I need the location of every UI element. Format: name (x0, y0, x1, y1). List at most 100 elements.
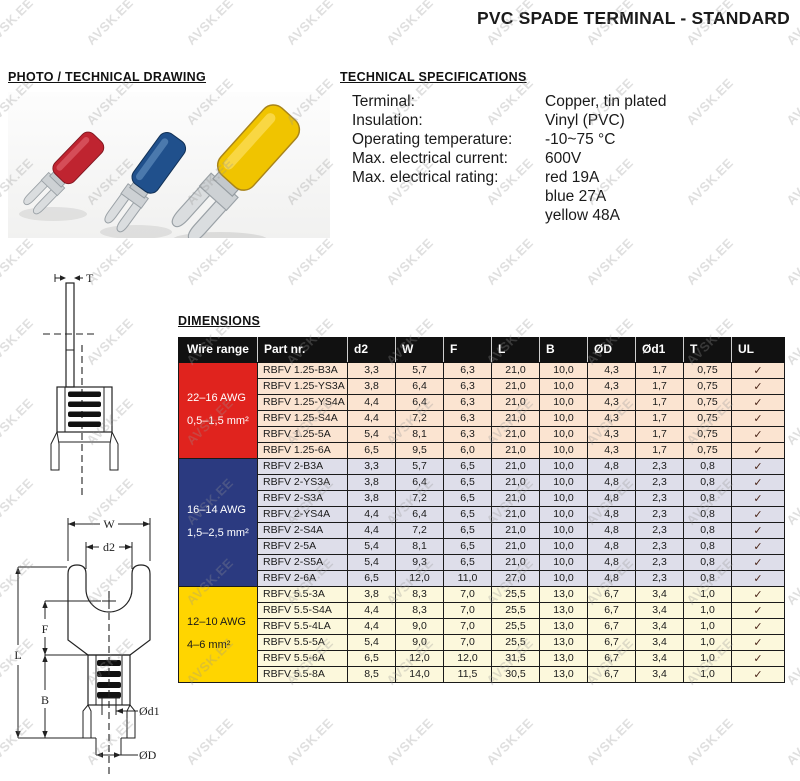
watermark: AVSK.EE (383, 715, 437, 768)
wire-range-mm2: 0,5–1,5 mm² (187, 415, 249, 427)
watermark: AVSK.EE (283, 235, 337, 288)
dimension-cell: 6,5 (443, 489, 492, 507)
dimension-cell: 10,0 (539, 377, 588, 395)
dimension-cell: 6,5 (347, 569, 396, 587)
ul-check-cell: ✓ (731, 633, 785, 651)
dimension-cell: 10,0 (539, 361, 588, 379)
part-number-cell: RBFV 5.5-3A (257, 585, 348, 603)
dimension-cell: 10,0 (539, 505, 588, 523)
spec-value: red 19A (545, 169, 600, 186)
dimension-cell: 1,0 (683, 617, 732, 635)
dimension-cell: 21,0 (491, 425, 540, 443)
spec-label: Max. electrical current: (352, 150, 508, 167)
dimension-cell: 6,7 (587, 649, 636, 667)
dim-label-od1: Ød1 (139, 704, 160, 718)
ul-check-cell: ✓ (731, 649, 785, 667)
column-header-d2: d2 (347, 337, 396, 363)
dimension-cell: 4,8 (587, 505, 636, 523)
dimension-cell: 6,3 (443, 361, 492, 379)
terminal-blue (104, 132, 187, 233)
dimension-cell: 25,5 (491, 585, 540, 603)
watermark: AVSK.EE (383, 0, 437, 48)
column-header-l: L (491, 337, 540, 363)
dimension-cell: 0,75 (683, 425, 732, 443)
dimension-cell: 3,3 (347, 457, 396, 475)
dimension-cell: 3,4 (635, 649, 684, 667)
part-number-cell: RBFV 2-B3A (257, 457, 348, 475)
dimension-cell: 0,75 (683, 393, 732, 411)
table-row: RBFV 2-6A 6,5 12,0 11,0 27,0 10,0 4,8 2,3 0,8 ✓ (179, 569, 785, 587)
dimension-cell: 4,8 (587, 569, 636, 587)
dim-label-d2: d2 (103, 540, 115, 554)
dimension-cell: 7,0 (443, 601, 492, 619)
part-number-cell: RBFV 5.5-6A (257, 649, 348, 667)
dimension-cell: 12,0 (443, 649, 492, 667)
dimension-cell: 2,3 (635, 505, 684, 523)
spec-label: Max. electrical rating: (352, 169, 499, 186)
dimension-cell: 0,8 (683, 569, 732, 587)
table-row: RBFV 1.25-YS3A 3,8 6,4 6,3 21,0 10,0 4,3 1,7 0,7… (179, 377, 785, 395)
dimension-cell: 0,8 (683, 489, 732, 507)
table-row: RBFV 1.25-YS4A 4,4 6,4 6,3 21,0 10,0 4,3 1,7 0,7… (179, 393, 785, 411)
part-number-cell: RBFV 2-6A (257, 569, 348, 587)
table-row: 16–14 AWG 1,5–2,5 mm² RBFV 2-B3A 3,3 5,7 6,5 2… (178, 457, 785, 587)
dimension-cell: 21,0 (491, 409, 540, 427)
dimension-cell: 10,0 (539, 521, 588, 539)
dimension-cell: 10,0 (539, 409, 588, 427)
ul-check-cell: ✓ (731, 521, 785, 539)
dimension-cell: 21,0 (491, 361, 540, 379)
column-header-t: T (683, 337, 732, 363)
dimension-cell: 8,3 (395, 601, 444, 619)
part-number-cell: RBFV 5.5-5A (257, 633, 348, 651)
dimension-cell: 25,5 (491, 617, 540, 635)
dimension-cell: 2,3 (635, 569, 684, 587)
terminal-red (23, 131, 105, 215)
part-number-cell: RBFV 1.25-YS4A (257, 393, 348, 411)
technical-specifications: Terminal: Copper, tin plated Insulation: Vi… (352, 92, 667, 225)
dimension-cell: 7,2 (395, 489, 444, 507)
watermark: AVSK.EE (783, 555, 800, 608)
ul-check-cell: ✓ (731, 489, 785, 507)
dimension-cell: 6,5 (443, 537, 492, 555)
dimension-cell: 21,0 (491, 377, 540, 395)
dimension-cell: 3,8 (347, 473, 396, 491)
dimension-cell: 6,7 (587, 601, 636, 619)
dimension-cell: 1,7 (635, 441, 684, 459)
dimension-cell: 13,0 (539, 601, 588, 619)
dimension-cell: 0,75 (683, 361, 732, 379)
part-number-cell: RBFV 2-S5A (257, 553, 348, 571)
dimension-cell: 6,4 (395, 377, 444, 395)
dimension-cell: 0,8 (683, 457, 732, 475)
part-number-cell: RBFV 2-YS4A (257, 505, 348, 523)
ul-check-cell: ✓ (731, 409, 785, 427)
dimension-cell: 0,8 (683, 505, 732, 523)
dimension-cell: 10,0 (539, 473, 588, 491)
photo-section-heading: PHOTO / TECHNICAL DRAWING (8, 70, 207, 84)
watermark: AVSK.EE (783, 475, 800, 528)
column-header-part-nr-: Part nr. (257, 337, 348, 363)
ul-check-cell: ✓ (731, 601, 785, 619)
dimension-cell: 6,5 (443, 553, 492, 571)
dimension-cell: 12,0 (395, 569, 444, 587)
dimension-cell: 21,0 (491, 553, 540, 571)
ul-check-cell: ✓ (731, 553, 785, 571)
dimension-cell: 6,3 (443, 425, 492, 443)
wire-range-awg: 16–14 AWG (187, 504, 246, 516)
table-header-row: Wire range Part nr. d2 W F L B ØD Ød1 T UL (178, 337, 785, 363)
ul-check-cell: ✓ (731, 473, 785, 491)
side-view-drawing: T (43, 271, 119, 498)
dimensions-table-wrap: Wire range Part nr. d2 W F L B ØD Ød1 T UL 22–16 A… (178, 337, 785, 683)
dimension-cell: 14,0 (395, 665, 444, 683)
dimension-cell: 0,8 (683, 553, 732, 571)
dimension-cell: 21,0 (491, 505, 540, 523)
dimension-cell: 3,4 (635, 601, 684, 619)
column-header--d: ØD (587, 337, 636, 363)
table-row: RBFV 5.5-6A 6,5 12,0 12,0 31,5 13,0 6,7 3,4 1,0 ✓ (179, 649, 785, 667)
dimension-cell: 13,0 (539, 617, 588, 635)
dimension-cell: 2,3 (635, 457, 684, 475)
dimension-cell: 10,0 (539, 553, 588, 571)
dimension-cell: 6,4 (395, 393, 444, 411)
watermark: AVSK.EE (283, 0, 337, 48)
ul-check-cell: ✓ (731, 457, 785, 475)
dimension-cell: 6,4 (395, 505, 444, 523)
